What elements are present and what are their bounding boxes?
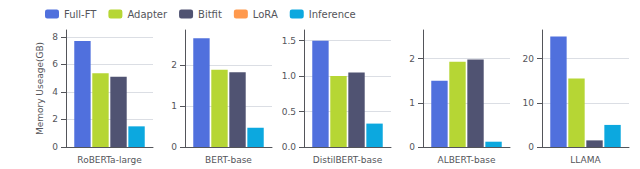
svg-text:10: 10 <box>523 98 535 108</box>
svg-text:0.0: 0.0 <box>282 142 297 152</box>
svg-text:8: 8 <box>52 32 58 42</box>
svg-text:1: 1 <box>409 98 415 108</box>
svg-text:1: 1 <box>171 101 177 111</box>
svg-text:0: 0 <box>528 142 534 152</box>
svg-text:0.5: 0.5 <box>282 107 296 117</box>
svg-text:RoBERTa-large: RoBERTa-large <box>77 155 142 165</box>
svg-text:Bitfit: Bitfit <box>198 9 222 20</box>
svg-text:0: 0 <box>171 142 177 152</box>
svg-text:0: 0 <box>52 142 58 152</box>
svg-text:Memory Useage(GB): Memory Useage(GB) <box>35 42 45 135</box>
svg-text:Full-FT: Full-FT <box>64 9 97 20</box>
svg-text:ALBERT-base: ALBERT-base <box>437 155 495 165</box>
svg-text:4: 4 <box>52 87 58 97</box>
svg-text:1.5: 1.5 <box>282 36 296 46</box>
svg-text:1.0: 1.0 <box>282 71 297 81</box>
svg-text:DistilBERT-base: DistilBERT-base <box>313 155 383 165</box>
svg-text:LoRA: LoRA <box>253 9 278 20</box>
svg-text:Inference: Inference <box>309 9 356 20</box>
svg-text:0: 0 <box>409 142 415 152</box>
svg-text:2: 2 <box>409 54 415 64</box>
svg-text:6: 6 <box>52 59 58 69</box>
svg-text:BERT-base: BERT-base <box>205 155 252 165</box>
svg-text:Adapter: Adapter <box>127 9 168 20</box>
svg-text:2: 2 <box>171 60 177 70</box>
svg-text:2: 2 <box>52 114 58 124</box>
svg-text:LLAMA: LLAMA <box>570 155 601 165</box>
svg-text:20: 20 <box>523 54 535 64</box>
